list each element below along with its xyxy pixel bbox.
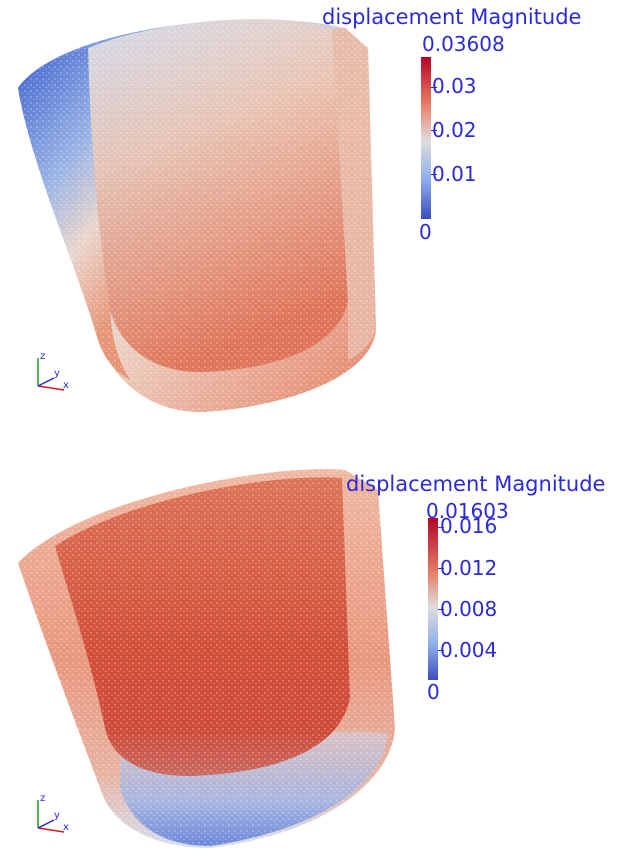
colorbar-tick-label: 0: [419, 220, 432, 244]
colorbar-tick-mark: [438, 609, 444, 610]
colorbar-tick-label: 0.008: [440, 597, 498, 621]
axis-z-label: z: [40, 793, 45, 804]
colorbar: [428, 518, 438, 680]
colorbar-tick-mark: [438, 568, 444, 569]
colorbar-title: displacement Magnitude: [322, 5, 582, 29]
colorbar-tick-label: 0.01: [432, 162, 477, 186]
axis-x-label: x: [63, 822, 69, 833]
axes-triad-icon: z y x: [37, 351, 69, 391]
axes-triad-icon: z y x: [37, 793, 69, 833]
colorbar-tick-mark: [431, 174, 437, 175]
colorbar-tick-mark: [438, 650, 444, 651]
cylinder-render-top: [18, 18, 376, 413]
colorbar-tick-mark: [438, 527, 444, 528]
colorbar-title: displacement Magnitude: [346, 472, 606, 496]
axis-y-label: y: [54, 810, 60, 821]
colorbar-tick-label: 0.02: [432, 118, 477, 142]
colorbar-tick-label: 0.016: [440, 514, 498, 538]
colorbar-tick-label: 0.004: [440, 638, 498, 662]
colorbar-tick-label: 0.03: [432, 74, 477, 98]
render-panel-bottom: displacement Magnitude 0.01603 0.016 0.0…: [0, 428, 643, 856]
cylinder-render-bottom: [18, 469, 395, 848]
axis-y-label: y: [54, 368, 60, 379]
axis-z-label: z: [40, 351, 45, 362]
colorbar-max-label: 0.01603: [426, 499, 509, 523]
colorbar-tick-mark: [431, 130, 437, 131]
render-panel-top: displacement Magnitude 0.03608 0.03 0.02…: [18, 5, 582, 413]
colorbar-tick-label: 0: [427, 680, 440, 704]
colorbar-tick-mark: [431, 87, 437, 88]
axis-x-label: x: [63, 380, 69, 391]
colorbar: [421, 57, 431, 219]
colorbar-max-label: 0.03608: [422, 32, 505, 56]
colorbar-tick-label: 0.012: [440, 556, 498, 580]
